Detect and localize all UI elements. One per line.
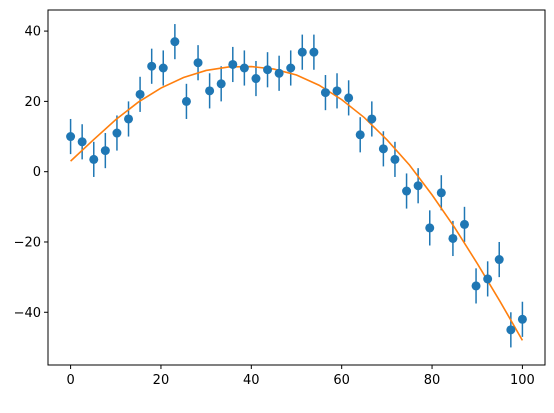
- data-point: [390, 154, 400, 164]
- data-point: [205, 86, 215, 96]
- data-point: [378, 144, 388, 154]
- data-point: [251, 74, 261, 84]
- data-point: [355, 130, 365, 140]
- x-tick-label: 20: [153, 373, 170, 388]
- points-group: [66, 37, 527, 335]
- x-tick-label: 40: [243, 373, 260, 388]
- data-point: [402, 186, 412, 196]
- data-point: [367, 114, 377, 124]
- data-point: [506, 325, 516, 335]
- data-point: [124, 114, 134, 124]
- data-point: [483, 274, 493, 284]
- data-point: [436, 188, 446, 198]
- data-point: [274, 68, 284, 78]
- data-point: [309, 47, 319, 57]
- data-point: [112, 128, 122, 138]
- x-tick-label: 0: [66, 373, 74, 388]
- fit-line: [70, 65, 524, 341]
- data-point: [471, 281, 481, 291]
- y-tick-label: 40: [24, 25, 41, 40]
- data-point: [459, 219, 469, 229]
- y-tick-label: −20: [14, 235, 41, 250]
- data-point: [297, 47, 307, 57]
- fit-line-group: [70, 65, 524, 341]
- data-point: [448, 233, 458, 243]
- x-axis-ticks: 0 20 40 60 80 100: [66, 365, 535, 388]
- data-point: [494, 255, 504, 265]
- data-point: [147, 61, 157, 71]
- data-point: [332, 86, 342, 96]
- data-point: [344, 93, 354, 103]
- data-point: [216, 79, 226, 89]
- axes-frame: [47, 9, 546, 366]
- data-point: [425, 223, 435, 233]
- data-point: [263, 65, 273, 75]
- data-point: [286, 63, 296, 73]
- y-tick-label: 0: [33, 165, 41, 180]
- y-axis-ticks: −40 −20 0 20 40: [14, 25, 48, 321]
- data-point: [170, 37, 180, 47]
- data-point: [158, 63, 168, 73]
- data-point: [193, 58, 203, 68]
- x-tick-label: 80: [424, 373, 441, 388]
- data-point: [77, 137, 87, 147]
- y-tick-label: 20: [24, 95, 41, 110]
- x-tick-label: 60: [333, 373, 350, 388]
- data-point: [239, 63, 249, 73]
- data-point: [228, 59, 238, 69]
- data-point: [66, 132, 76, 142]
- data-point: [413, 181, 423, 191]
- plot-area-background: [48, 10, 545, 365]
- y-tick-label: −40: [14, 306, 41, 321]
- data-point: [135, 89, 145, 99]
- data-point: [89, 154, 99, 164]
- data-point: [181, 96, 191, 106]
- data-point: [517, 314, 527, 324]
- x-tick-label: 100: [510, 373, 535, 388]
- data-point: [320, 88, 330, 98]
- data-point: [100, 146, 110, 156]
